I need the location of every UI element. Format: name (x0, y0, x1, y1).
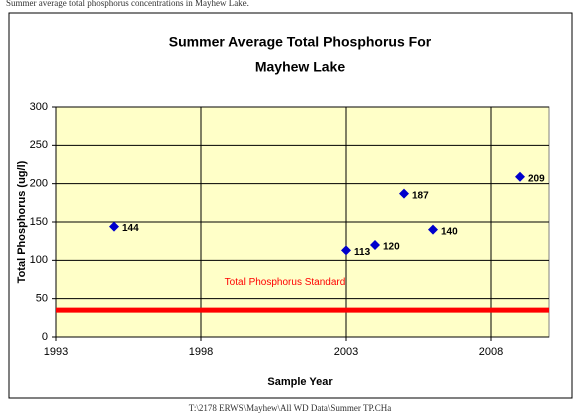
point (428, 224, 438, 235)
chart-title: Mayhew Lake (255, 59, 345, 75)
point (370, 240, 380, 250)
x-tick-label: 2003 (334, 346, 358, 358)
data-label: 209 (528, 173, 545, 184)
reference-label: Total Phosphorus Standard (225, 277, 346, 288)
caption: T:\2178 ERWS\Mayhew\All WD Data\Summer T… (189, 403, 391, 413)
data-label: 113 (354, 247, 371, 258)
y-tick-label: 100 (30, 254, 48, 266)
point (341, 245, 351, 256)
y-tick-label: 200 (30, 178, 48, 190)
x-axis-label: Sample Year (267, 376, 333, 388)
chart-title: Summer Average Total Phosphorus For (169, 34, 432, 50)
y-tick-label: 150 (30, 216, 48, 228)
point (399, 188, 409, 199)
data-label: 187 (412, 190, 429, 201)
y-axis-label: Total Phosphorus (ug/l) (16, 160, 28, 283)
data-label: 144 (122, 223, 139, 234)
x-tick-label: 1993 (44, 346, 68, 358)
y-tick-label: 0 (42, 331, 48, 343)
data-label: 140 (441, 226, 458, 237)
data-label: 120 (383, 242, 400, 253)
y-tick-label: 300 (30, 101, 48, 113)
x-tick-label: 2008 (479, 346, 503, 358)
y-tick-label: 250 (30, 139, 48, 151)
point (515, 171, 525, 182)
x-tick-label: 1998 (189, 346, 213, 358)
point (109, 221, 119, 232)
y-tick-label: 50 (36, 293, 48, 305)
header-text: Summer average total phosphorus concentr… (6, 0, 249, 8)
